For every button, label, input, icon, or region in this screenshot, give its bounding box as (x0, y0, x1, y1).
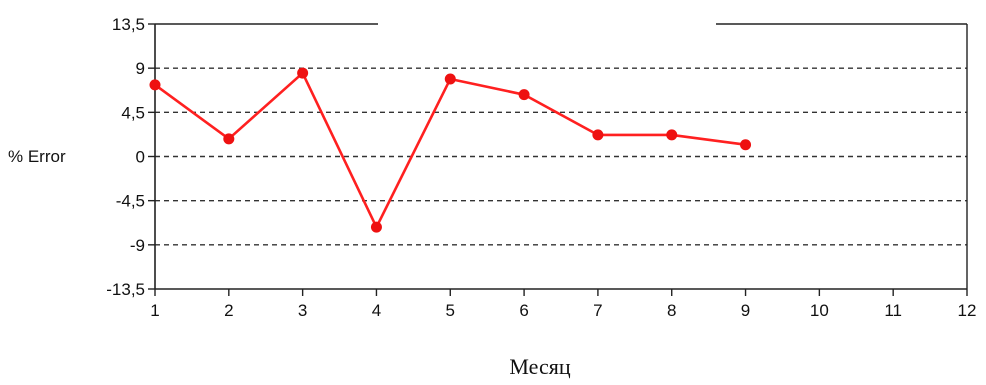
x-axis-label: Месяц (509, 354, 570, 379)
y-tick-label-1: -9 (130, 236, 145, 255)
tick-marks (148, 23, 968, 296)
x-tick-label-0: 1 (150, 301, 159, 320)
x-tick-label-4: 5 (446, 301, 455, 320)
y-tick-label-0: -13,5 (106, 280, 145, 299)
y-tick-label-6: 13,5 (112, 15, 145, 34)
data-point-2 (223, 133, 235, 145)
data-point-7 (592, 129, 604, 141)
data-point-4 (370, 221, 382, 233)
x-tick-label-9: 10 (810, 301, 829, 320)
y-tick-label-2: -4,5 (116, 192, 145, 211)
x-tick-label-8: 9 (741, 301, 750, 320)
x-tick-label-10: 11 (884, 301, 902, 320)
data-point-5 (444, 73, 456, 85)
x-tick-label-7: 8 (667, 301, 676, 320)
series-layer (149, 67, 752, 233)
y-tick-label-5: 9 (136, 59, 145, 78)
data-point-8 (666, 129, 678, 141)
y-tick-label-3: 0 (136, 148, 145, 167)
grid-lines (155, 67, 967, 246)
data-point-9 (740, 139, 752, 151)
data-point-6 (518, 89, 530, 101)
y-tick-label-4: 4,5 (121, 103, 145, 122)
x-tick-label-5: 6 (519, 301, 528, 320)
x-tick-label-6: 7 (593, 301, 602, 320)
data-point-3 (297, 67, 309, 79)
x-tick-label-3: 4 (372, 301, 381, 320)
x-tick-label-2: 3 (298, 301, 307, 320)
x-tick-label-1: 2 (224, 301, 233, 320)
y-axis-label: % Error (8, 147, 66, 166)
axis-labels: % Error Месяц (8, 147, 571, 379)
series-line-0 (154, 71, 746, 229)
x-tick-label-11: 12 (958, 301, 977, 320)
data-point-1 (149, 79, 161, 91)
